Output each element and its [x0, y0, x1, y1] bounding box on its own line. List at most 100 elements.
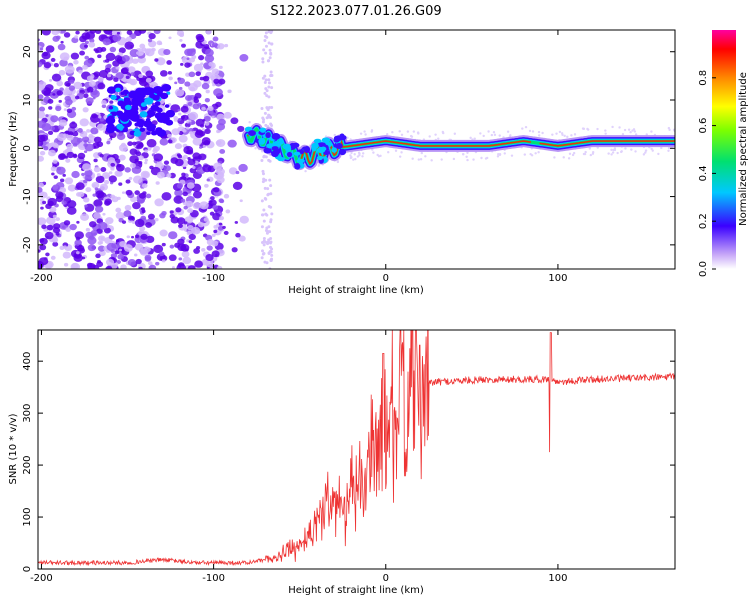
heat-cell — [524, 125, 528, 129]
heat-cell — [198, 55, 205, 61]
heat-cell — [484, 157, 488, 160]
heat-cell — [69, 79, 75, 84]
heat-cell — [581, 127, 585, 130]
heat-cell — [42, 200, 47, 205]
colorbar-tick-label: 0.6 — [698, 118, 709, 134]
heat-cell — [89, 38, 95, 43]
heat-cell — [55, 105, 62, 112]
heat-cell — [66, 151, 75, 159]
heat-cell — [38, 61, 43, 68]
heat-cell — [361, 155, 364, 158]
heat-cell — [193, 248, 201, 254]
heat-cell — [412, 130, 416, 133]
colorbar-tick-label: 0.4 — [698, 165, 709, 181]
heat-cell — [178, 257, 183, 261]
heat-cell — [177, 154, 183, 159]
heat-cell — [272, 140, 281, 148]
heat-cell — [193, 98, 200, 104]
heat-cell — [270, 253, 274, 257]
heat-cell — [144, 149, 149, 153]
heat-cell — [51, 73, 62, 82]
heat-cell — [270, 105, 274, 109]
heat-cell — [206, 245, 213, 251]
heat-cell — [212, 204, 219, 210]
heat-cell — [194, 130, 204, 138]
heat-cell — [493, 133, 497, 137]
heat-cell — [194, 260, 203, 268]
y-tick-label: 0 — [22, 145, 33, 151]
heat-cell — [71, 170, 80, 179]
heat-cell — [188, 127, 194, 133]
heat-cell — [264, 78, 268, 82]
heat-cell — [269, 205, 273, 209]
heat-cell — [260, 256, 264, 260]
heat-cell — [65, 158, 71, 163]
heat-cell — [102, 172, 111, 179]
heat-cell — [60, 40, 64, 44]
spectrogram-y-axis-label: Frequency (Hz) — [8, 111, 19, 187]
heat-cell — [191, 226, 201, 235]
heat-cell — [490, 133, 494, 137]
heat-cell — [111, 196, 119, 203]
heat-cell — [248, 121, 251, 124]
heat-cell — [67, 200, 77, 209]
heat-cell — [127, 215, 134, 221]
heat-cell — [44, 231, 54, 240]
heat-cell — [55, 217, 61, 222]
heat-cell — [167, 71, 172, 75]
heat-cell — [138, 142, 144, 148]
heat-cell — [201, 128, 205, 131]
heat-cell — [561, 133, 564, 136]
heat-cell — [204, 121, 210, 126]
heat-cell — [58, 69, 66, 76]
heat-cell — [131, 235, 135, 239]
heat-cell — [125, 179, 131, 184]
heat-cell — [206, 239, 215, 246]
heat-cell — [166, 60, 172, 65]
heat-cell — [212, 83, 216, 87]
heat-cell — [261, 57, 265, 61]
heat-cell — [213, 88, 223, 97]
heat-cell — [63, 245, 67, 249]
heat-cell — [139, 248, 149, 256]
heat-cell — [186, 182, 195, 189]
heat-cell — [521, 127, 524, 130]
heat-cell — [115, 87, 121, 93]
heat-cell — [74, 35, 79, 39]
y-tick-label: 0 — [22, 566, 33, 572]
heat-cell — [134, 190, 140, 196]
heat-cell — [106, 123, 115, 131]
heat-cell — [260, 106, 264, 110]
heat-cell — [650, 147, 653, 151]
heat-cell — [39, 150, 46, 156]
heat-cell — [487, 130, 490, 133]
heat-cell — [122, 89, 129, 95]
heat-cell — [71, 37, 79, 44]
heat-cell — [134, 218, 145, 228]
heat-cell — [644, 151, 647, 154]
heat-cell — [46, 224, 54, 231]
heat-cell — [260, 158, 264, 162]
heat-cell — [264, 178, 268, 182]
heat-cell — [171, 128, 180, 136]
heat-cell — [480, 156, 483, 160]
heat-cell — [434, 133, 437, 136]
heat-cell — [573, 133, 577, 136]
heat-cell — [177, 118, 182, 121]
heat-cell — [184, 81, 191, 87]
heat-cell — [336, 160, 340, 163]
heat-cell — [106, 73, 112, 78]
heat-cell — [269, 236, 273, 240]
heat-cell — [184, 62, 191, 68]
heat-cell — [120, 264, 127, 269]
heat-cell — [114, 55, 123, 62]
heat-cell — [171, 266, 175, 269]
heat-cell — [49, 206, 57, 213]
y-tick-label: 20 — [22, 45, 33, 58]
heat-cell — [211, 68, 220, 76]
heat-cell — [201, 82, 210, 90]
heat-cell — [155, 181, 160, 185]
heat-cell — [377, 155, 381, 158]
heat-cell — [417, 158, 421, 161]
heat-cell — [223, 230, 229, 235]
